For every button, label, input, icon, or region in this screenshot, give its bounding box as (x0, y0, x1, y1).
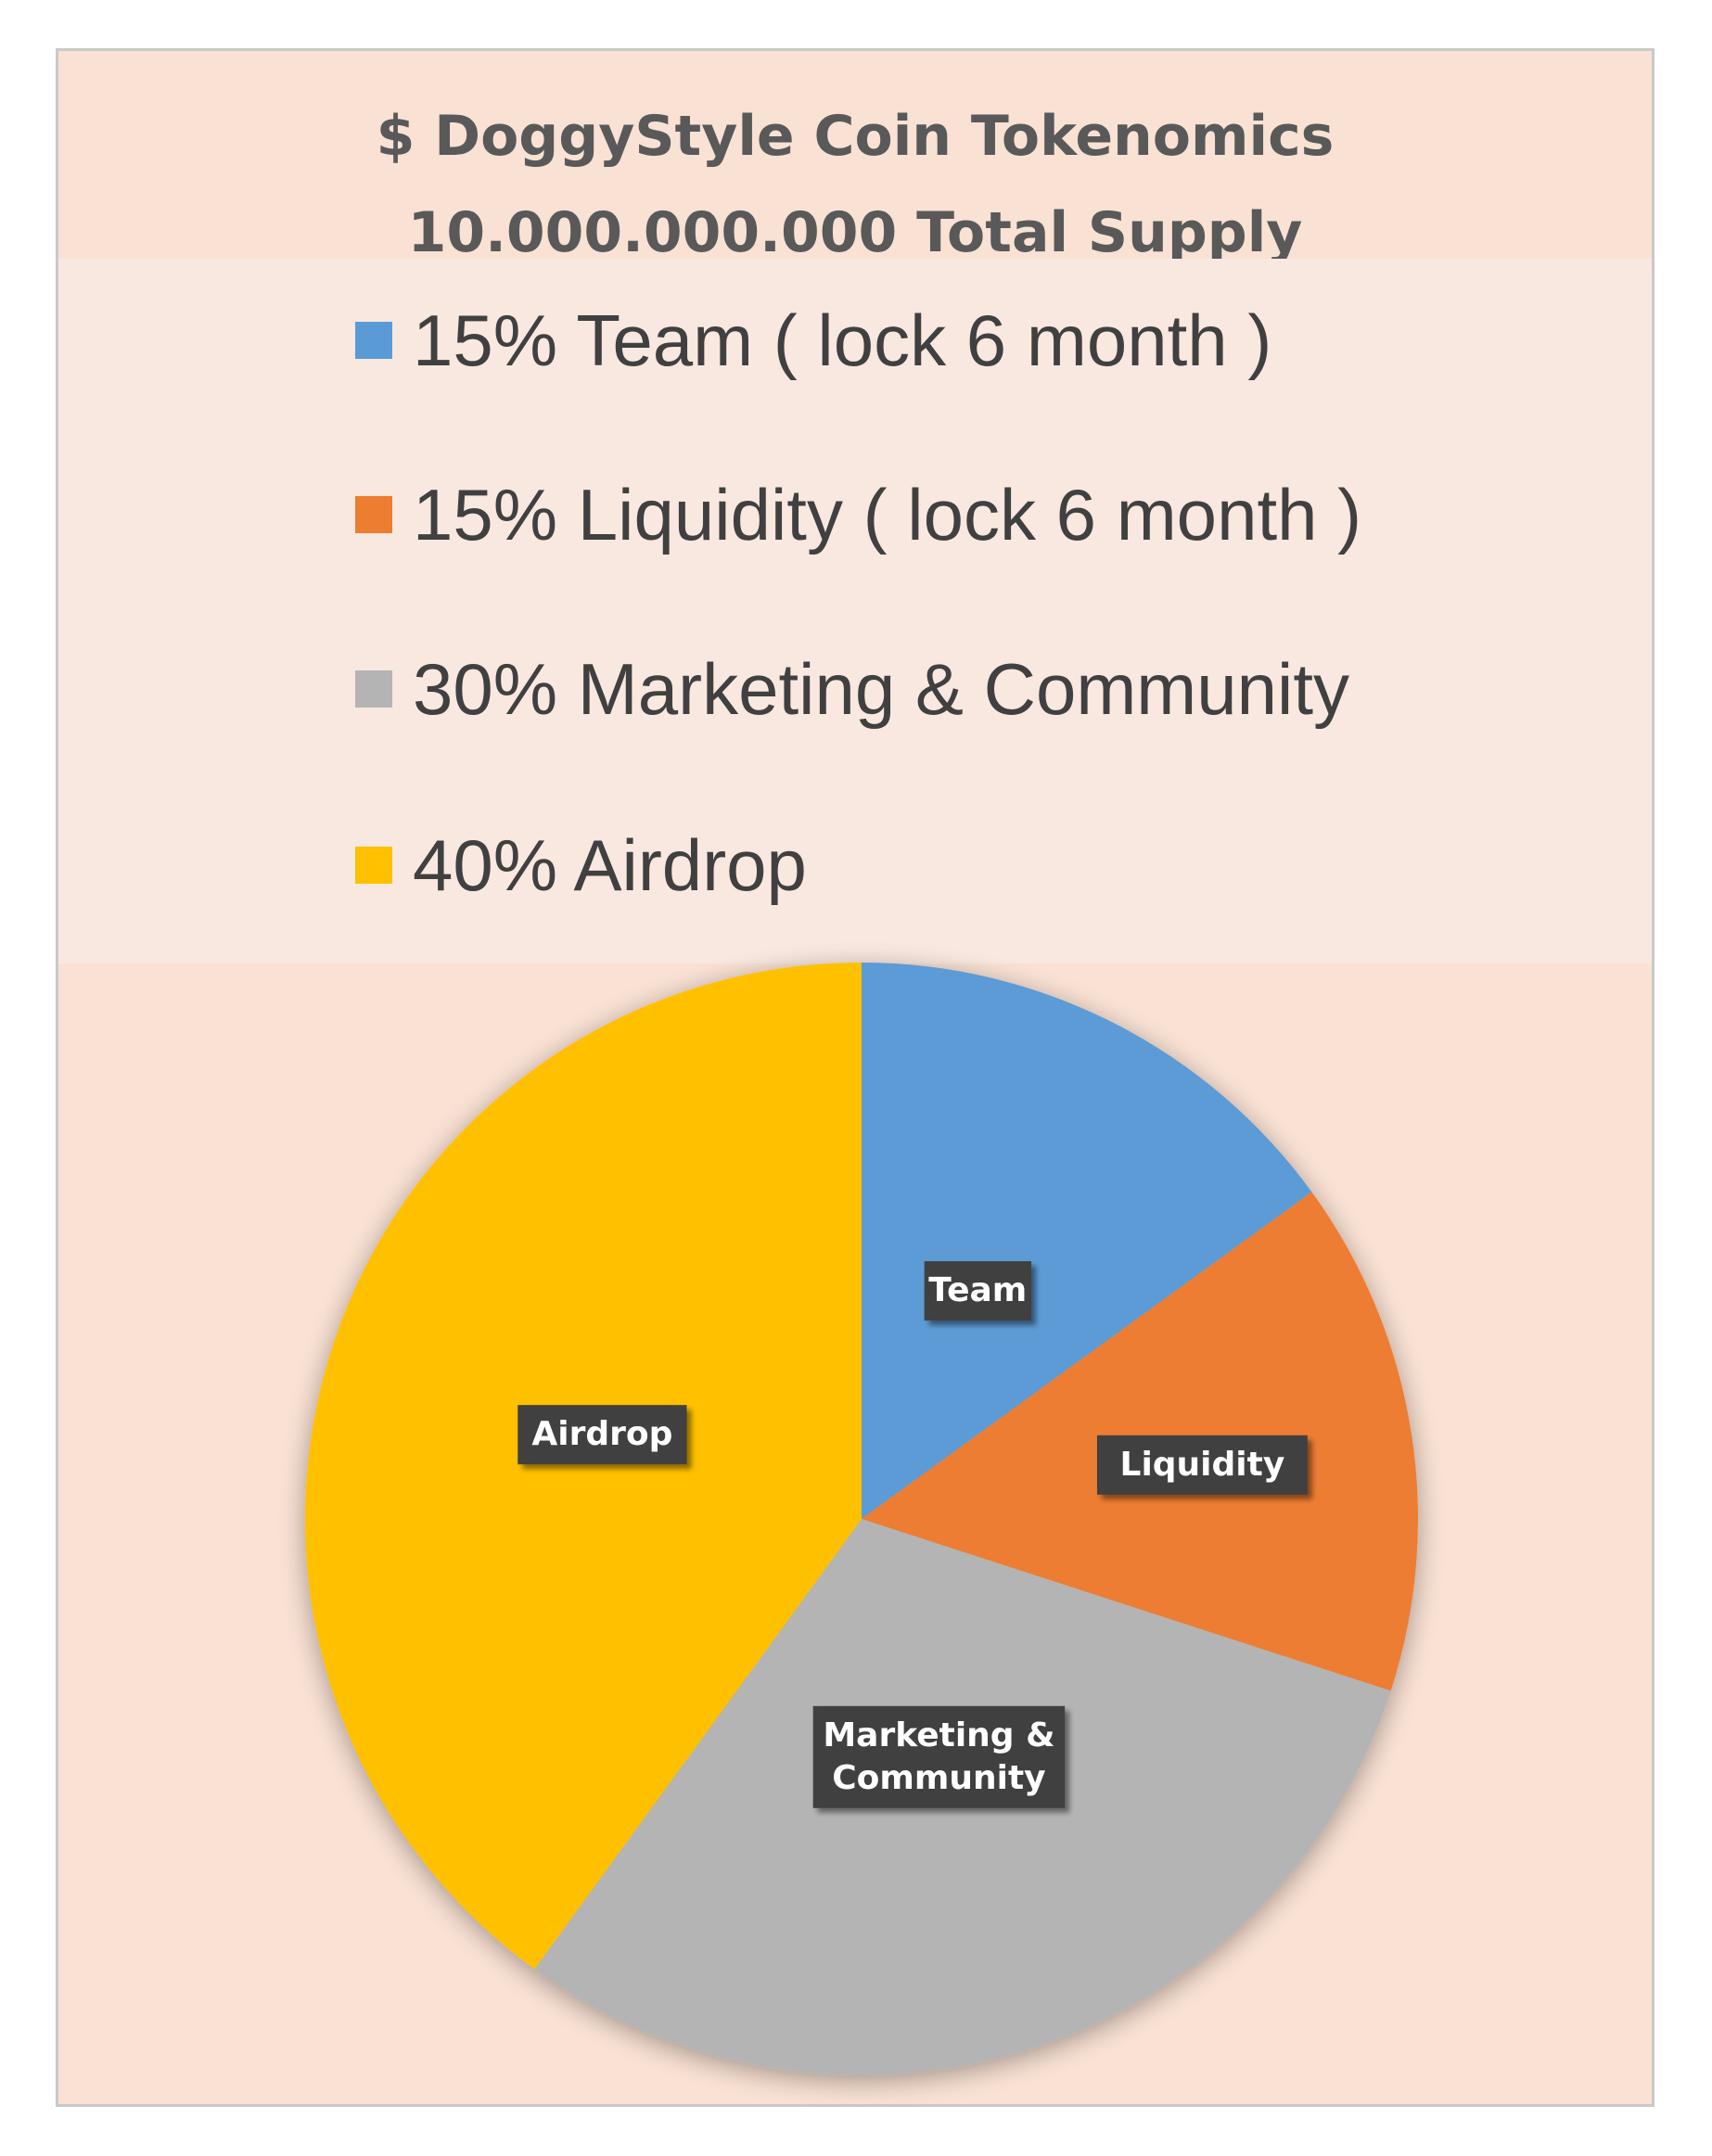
legend-swatch-marketing (355, 670, 392, 708)
slice-label-team: Team (924, 1261, 1031, 1321)
pie-slice-airdrop (305, 963, 862, 1970)
legend-swatch-airdrop (355, 847, 392, 884)
slice-label-airdrop: Airdrop (517, 1405, 687, 1465)
chart-title-line-2: 10.000.000.000 Total Supply (407, 200, 1303, 265)
slice-label-box (812, 1705, 1066, 1808)
legend-item-airdrop: 40% Airdrop (355, 819, 807, 912)
slice-label-box (1096, 1435, 1308, 1495)
slice-label-text: Airdrop (531, 1415, 672, 1453)
slice-label-box (924, 1261, 1031, 1321)
pie-slice-labels: Team Liquidity Marketing & Community Airdrop (517, 1261, 1308, 1808)
slice-label-box (517, 1405, 687, 1465)
pie-chart: Team Liquidity Marketing & Community Airdrop (305, 963, 1418, 2075)
slice-label-text: Community (832, 1759, 1045, 1797)
legend-swatch-liquidity (355, 496, 392, 533)
chart-frame: $ DoggyStyle Coin Tokenomics 10.000.000.… (56, 48, 1655, 2107)
slice-label-text: Liquidity (1120, 1446, 1285, 1484)
legend-label-liquidity: 15% Liquidity ( lock 6 month ) (413, 473, 1362, 555)
legend-label-airdrop: 40% Airdrop (413, 823, 807, 906)
slice-label-liquidity: Liquidity (1096, 1435, 1308, 1495)
slice-label-text: Marketing & (823, 1716, 1054, 1754)
pie-slices (305, 963, 1418, 2075)
legend-item-liquidity: 15% Liquidity ( lock 6 month ) (355, 468, 1361, 561)
legend-item-marketing: 30% Marketing & Community (355, 643, 1349, 735)
slice-label-text: Team (928, 1271, 1027, 1309)
pie-slice-team (862, 963, 1312, 1519)
legend-label-marketing: 30% Marketing & Community (413, 647, 1350, 730)
legend-swatch-team (355, 322, 392, 359)
slice-label-marketing-community: Marketing & Community (812, 1705, 1066, 1808)
legend-label-team: 15% Team ( lock 6 month ) (413, 299, 1272, 381)
legend: 15% Team ( lock 6 month ) 15% Liquidity … (58, 259, 1652, 963)
legend-item-team: 15% Team ( lock 6 month ) (355, 294, 1271, 387)
chart-title: $ DoggyStyle Coin Tokenomics 10.000.000.… (58, 88, 1652, 281)
chart-title-line-1: $ DoggyStyle Coin Tokenomics (376, 104, 1335, 169)
